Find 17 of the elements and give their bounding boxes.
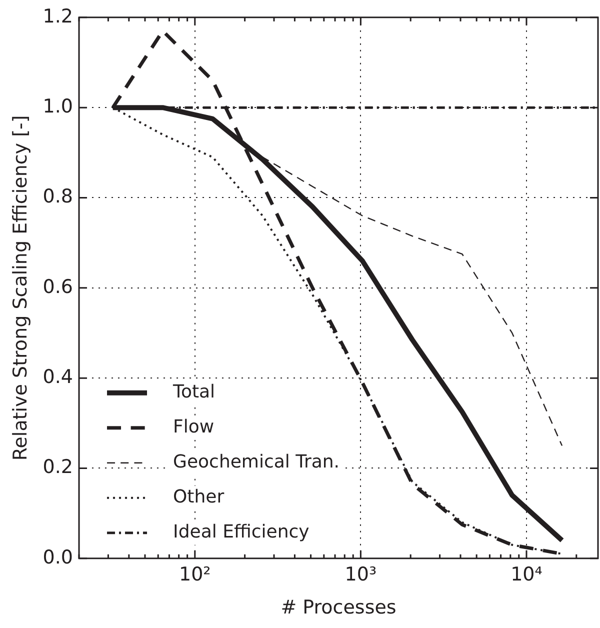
y-tick-label: 1.2 <box>42 5 74 28</box>
legend-label: Flow <box>173 416 214 438</box>
y-tick-label: 0.2 <box>42 456 74 478</box>
x-tick-label: 10⁴ <box>510 564 543 586</box>
x-axis-title: # Processes <box>280 596 396 619</box>
legend-label: Total <box>172 382 216 403</box>
legend-label: Geochemical Tran. <box>173 452 340 473</box>
legend-label: Other <box>173 486 225 508</box>
y-axis-title: Relative Strong Scaling Efficiency [-] <box>9 115 32 461</box>
x-tick-label: 10³ <box>344 564 377 586</box>
y-tick-label: 0.4 <box>42 366 74 388</box>
y-tick-label: 0.8 <box>42 186 74 208</box>
x-tick-label: 10² <box>179 564 211 586</box>
legend-label: Ideal Efficiency <box>173 522 310 543</box>
y-tick-label: 0.6 <box>42 276 74 298</box>
y-tick-label: 1.0 <box>42 96 74 118</box>
y-tick-label: 0.0 <box>42 546 74 568</box>
